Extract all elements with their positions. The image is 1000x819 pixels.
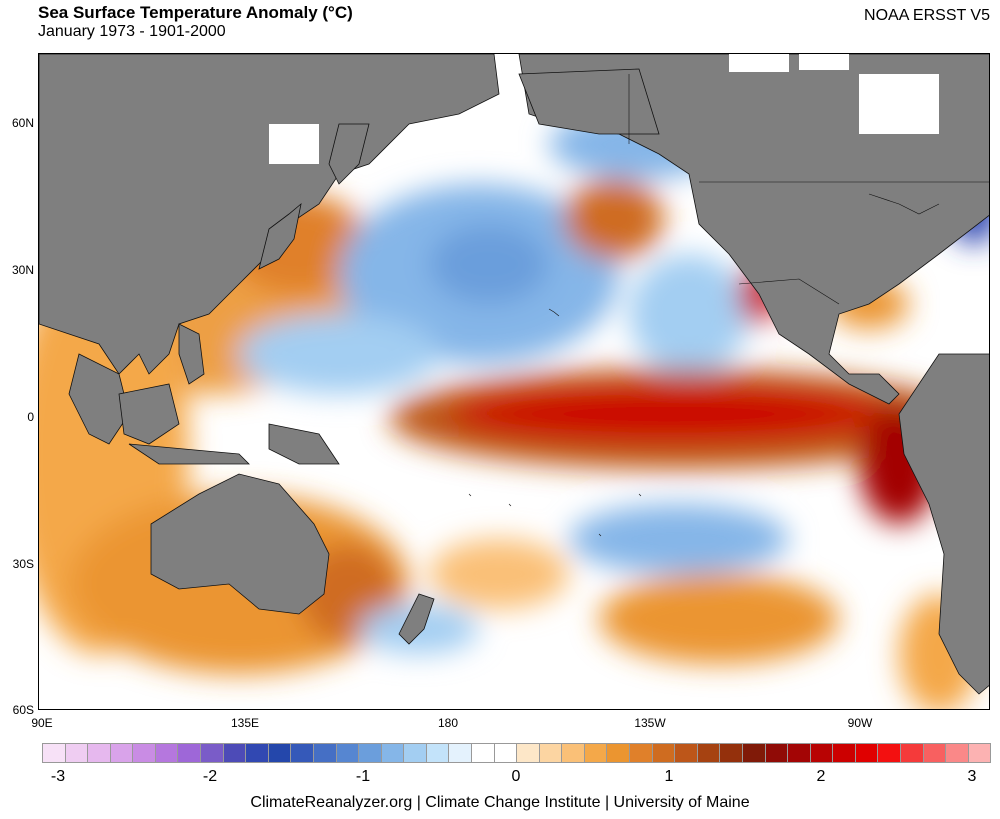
lat-label-60s: 60S	[12, 703, 34, 717]
land-south-america	[898, 353, 989, 695]
great-lakes	[868, 193, 940, 215]
colorbar-swatch	[629, 743, 653, 763]
cold-anomaly-california	[629, 254, 749, 374]
colorbar-swatch	[154, 743, 179, 763]
colorbar-swatch	[606, 743, 631, 763]
colorbar-swatch	[425, 743, 450, 763]
colorbar-swatch	[109, 743, 134, 763]
no-data-patch	[799, 54, 849, 70]
colorbar-swatch	[516, 743, 540, 763]
lat-label-30s: 30S	[12, 557, 34, 571]
lat-label-30n: 30N	[11, 263, 34, 277]
colorbar-swatch	[290, 743, 314, 763]
colorbar-tick-label: -3	[50, 768, 66, 785]
land-japan	[258, 202, 302, 270]
colorbar-tick-label: 1	[664, 768, 674, 785]
chart-title: Sea Surface Temperature Anomaly (°C)	[38, 3, 353, 22]
lat-label-eq: 0	[27, 410, 34, 424]
colorbar-swatch	[696, 743, 721, 763]
no-data-patch	[899, 84, 939, 104]
colorbar-swatch	[651, 743, 676, 763]
colorbar	[42, 743, 992, 763]
warm-anomaly-south-pacific	[599, 574, 839, 664]
colorbar-swatch	[967, 743, 992, 763]
colorbar-swatch	[832, 743, 856, 763]
lon-label-90w: 90W	[847, 716, 873, 730]
colorbar-swatch	[64, 743, 89, 763]
colorbar-swatch	[719, 743, 743, 763]
colorbar-swatch	[741, 743, 766, 763]
sst-anomaly-map	[38, 53, 990, 710]
colorbar-swatch	[448, 743, 472, 763]
colorbar-tick-label: -1	[355, 768, 371, 785]
colorbar-swatch	[583, 743, 608, 763]
lon-label-180: 180	[437, 716, 459, 730]
cold-anomaly-subtropical	[239, 314, 439, 394]
colorbar-swatch	[764, 743, 789, 763]
map-canvas	[39, 54, 989, 709]
colorbar-tick-label: -2	[202, 768, 218, 785]
land-kamchatka	[328, 123, 370, 185]
no-data-patch	[729, 54, 789, 72]
colorbar-swatch	[809, 743, 834, 763]
colorbar-swatch	[899, 743, 924, 763]
land-asia	[39, 54, 500, 375]
land-indochina	[68, 353, 130, 445]
land-north-america	[518, 54, 989, 405]
land-australia	[150, 473, 330, 615]
chart-subtitle: January 1973 - 1901-2000	[38, 23, 226, 40]
land-borneo	[118, 383, 180, 445]
colorbar-swatch	[380, 743, 405, 763]
land-indonesia-islands	[128, 443, 250, 465]
colorbar-swatch	[335, 743, 360, 763]
colorbar-swatch	[267, 743, 292, 763]
lon-label-135e: 135E	[230, 716, 260, 730]
colorbar-swatch	[403, 743, 427, 763]
colorbar-swatch	[561, 743, 585, 763]
colorbar-swatch	[132, 743, 156, 763]
colorbar-swatch	[312, 743, 337, 763]
colorbar-tick-label: 3	[967, 768, 977, 785]
land-alaska	[518, 68, 660, 135]
land-new-zealand	[398, 593, 435, 645]
colorbar-tick-label: 2	[816, 768, 826, 785]
warm-anomaly-south-central-pacific	[429, 539, 569, 609]
lon-label-135w: 135W	[634, 716, 666, 730]
colorbar-swatch	[493, 743, 518, 763]
us-mexico-border	[738, 278, 840, 305]
colorbar-swatch	[200, 743, 224, 763]
land-masses	[39, 54, 989, 695]
no-data-patch	[269, 124, 319, 164]
colorbar-swatch	[674, 743, 698, 763]
colorbar-swatch	[787, 743, 811, 763]
land-new-guinea	[268, 423, 340, 465]
colorbar-swatch	[87, 743, 111, 763]
lon-label-90e: 90E	[31, 716, 53, 730]
colorbar-swatch	[538, 743, 563, 763]
colorbar-swatch	[922, 743, 947, 763]
colorbar-swatch	[877, 743, 901, 763]
cold-anomaly-north-pacific-core	[429, 224, 549, 304]
credit-footer: ClimateReanalyzer.org | Climate Change I…	[250, 794, 750, 811]
lat-label-60n: 60N	[11, 116, 34, 130]
dataset-label: NOAA ERSST V5	[864, 7, 990, 24]
border-lines	[468, 74, 989, 537]
el-nino-core	[449, 386, 889, 442]
colorbar-swatch	[358, 743, 382, 763]
cold-anomaly-south-pacific	[569, 504, 789, 574]
land-philippines	[178, 323, 205, 385]
hawaii-islands	[548, 308, 560, 317]
colorbar-swatch	[470, 743, 495, 763]
colorbar-swatch	[854, 743, 879, 763]
colorbar-swatch	[177, 743, 202, 763]
colorbar-swatch	[245, 743, 269, 763]
colorbar-tick-label: 0	[511, 768, 521, 785]
colorbar-swatch	[222, 743, 247, 763]
colorbar-swatch	[42, 743, 66, 763]
colorbar-swatch	[945, 743, 969, 763]
pacific-island-dots	[468, 493, 642, 537]
warm-anomaly-northeast-pacific	[564, 179, 664, 259]
no-data-patches	[269, 54, 939, 164]
